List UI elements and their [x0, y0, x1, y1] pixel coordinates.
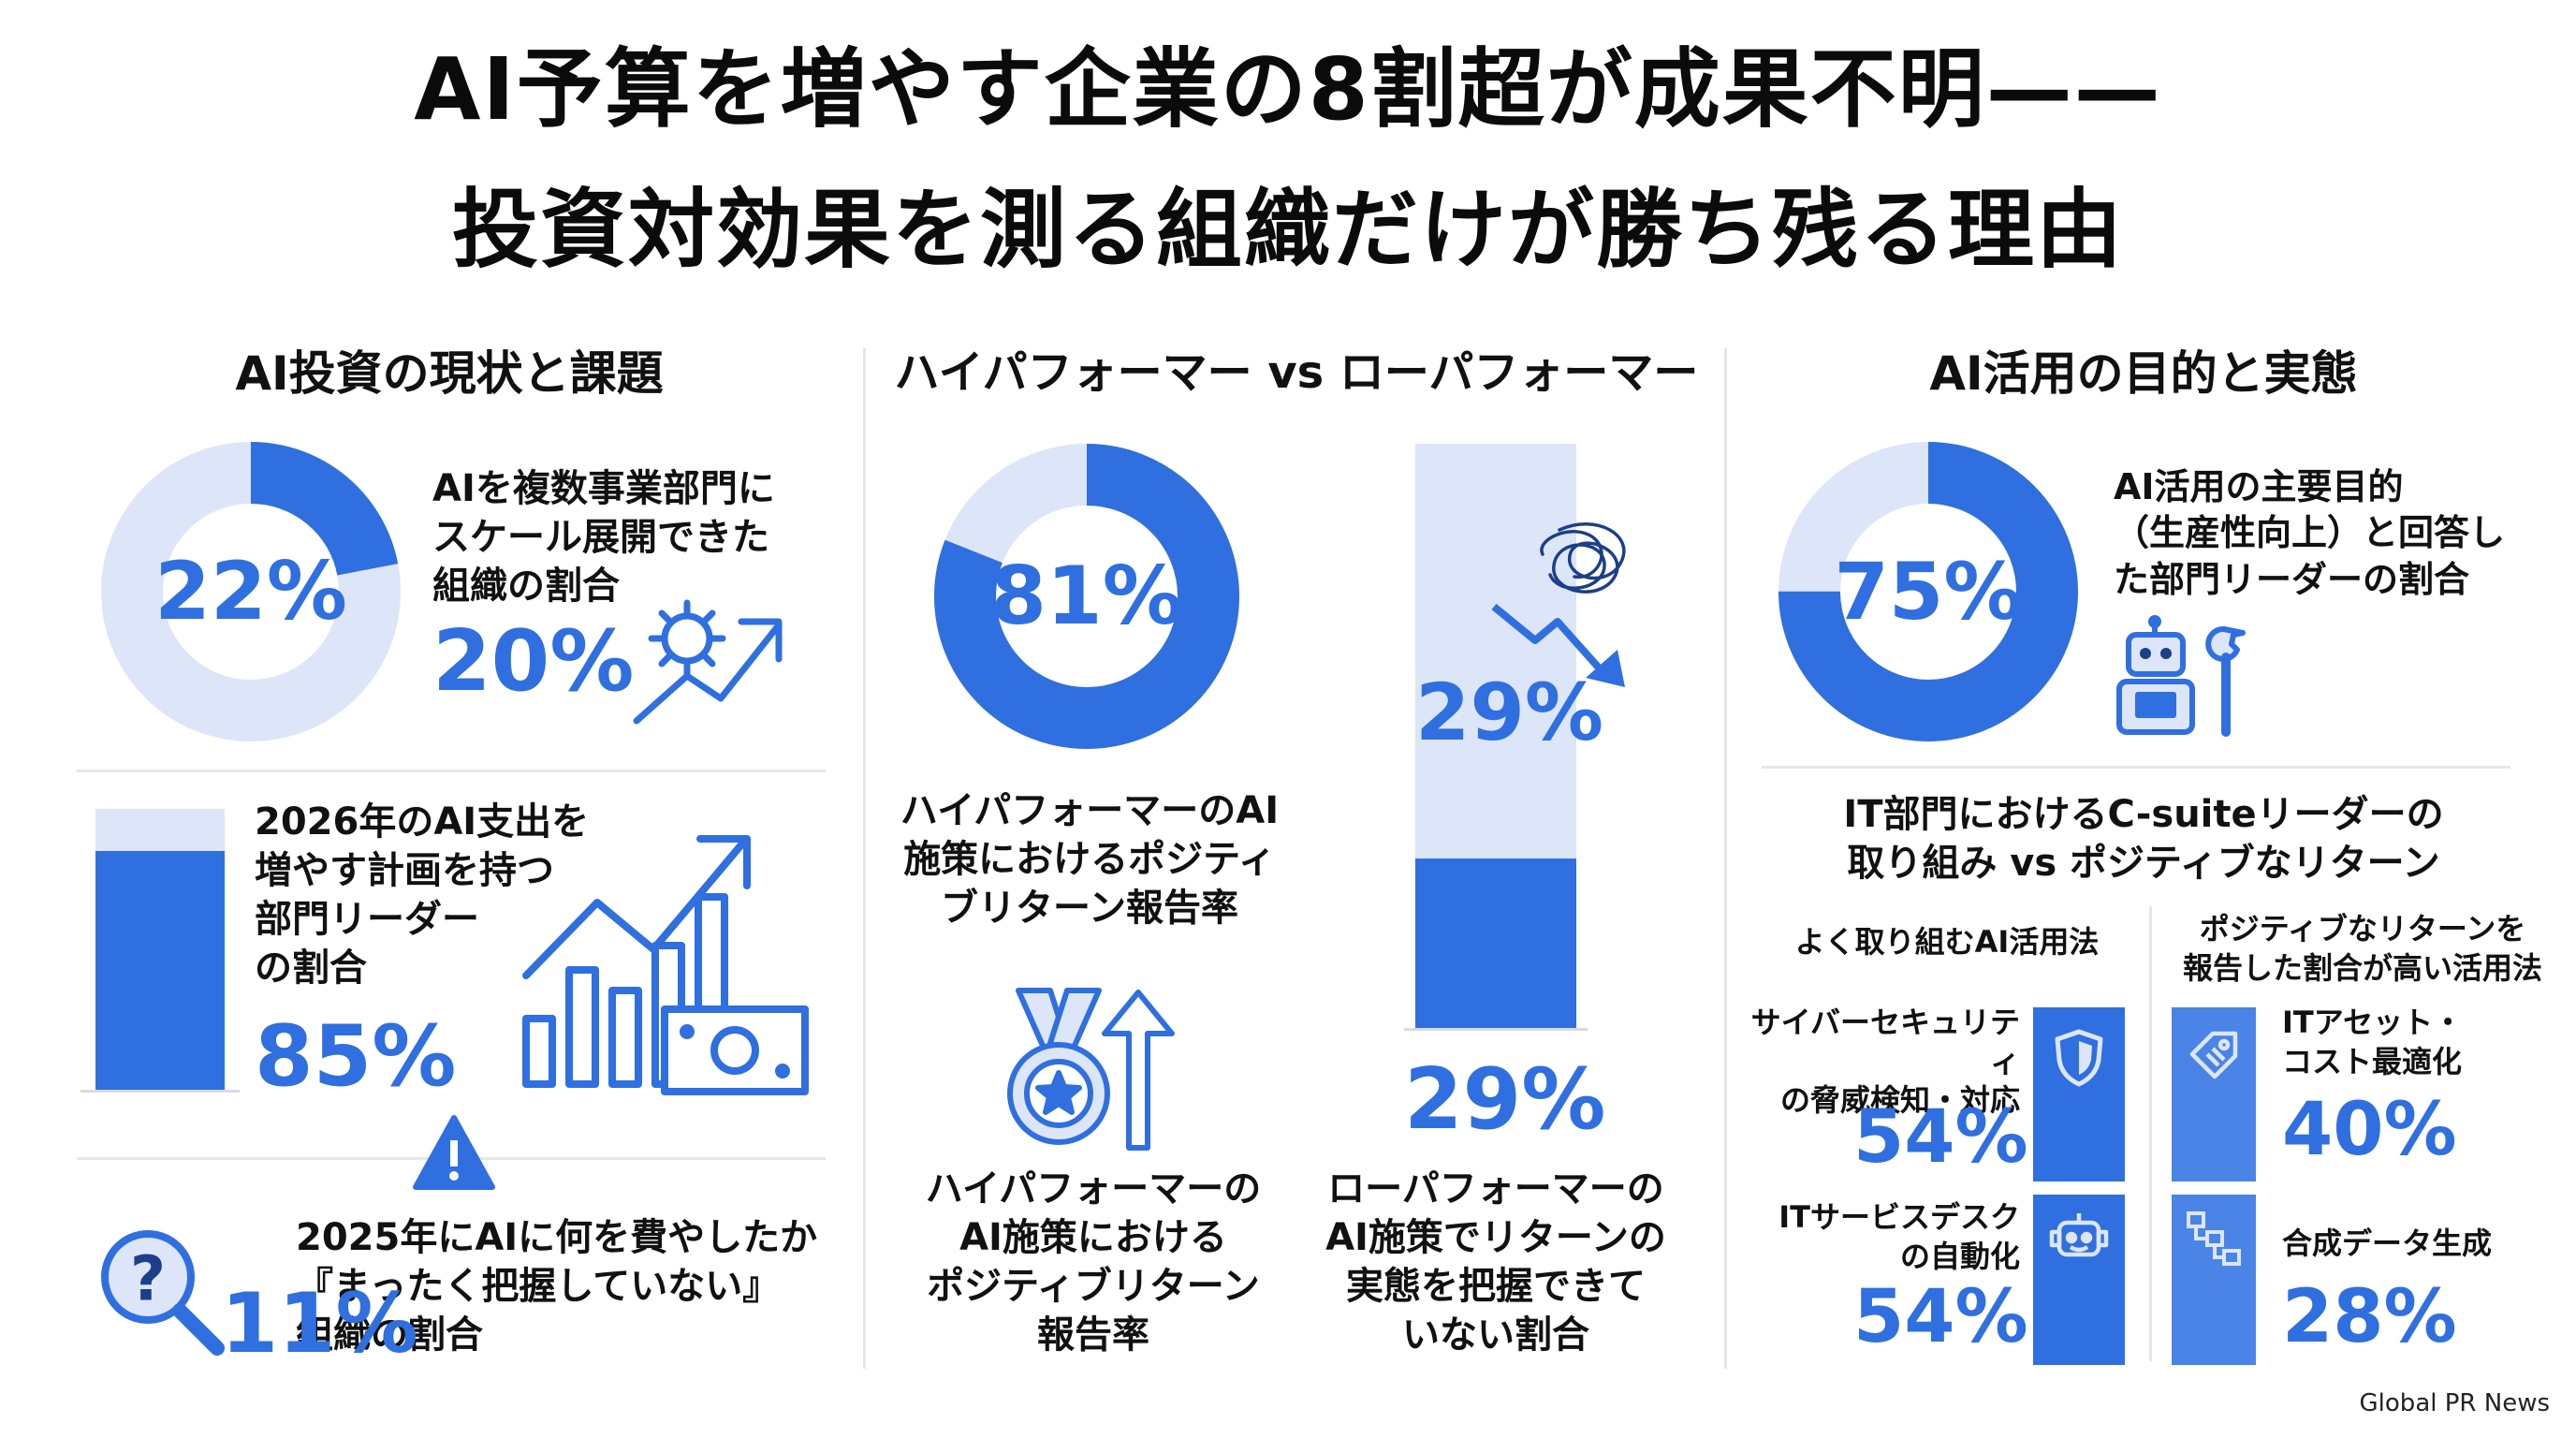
- purpose-text: AI活用の主要目的 （生産性向上）と回答し た部門リーダーの割合: [2114, 466, 2506, 600]
- column-divider-left: [863, 348, 866, 1369]
- col2-heading: ポジティブなリターンを 報告した割合が高い活用法: [2182, 911, 2542, 986]
- question-magnifier-icon: ?: [101, 1230, 225, 1356]
- unknown-value: 11%: [221, 1275, 418, 1372]
- item-desk-label: ITサービスデスク の自動化: [1778, 1199, 2020, 1274]
- low-bar-fill: [1415, 858, 1576, 1028]
- low-value: 29%: [1404, 1050, 1606, 1149]
- growth-chart-money-icon: [522, 835, 809, 1095]
- middle-heading: ハイパフォーマー vs ローパフォーマー: [894, 346, 1699, 399]
- donut-chart-high: 81%: [934, 444, 1239, 749]
- donut-arc-value: [101, 442, 401, 741]
- donut-label: 81%: [990, 550, 1183, 643]
- flow-icon: [2187, 1211, 2241, 1266]
- right-heading: AI活用の目的と実態: [1929, 346, 2358, 401]
- donut-arc-value: [934, 444, 1239, 749]
- left-heading: AI投資の現状と課題: [235, 346, 664, 401]
- svg-text:?: ?: [130, 1243, 166, 1315]
- robot-wrench-icon: [2116, 615, 2246, 737]
- item-cyber-value: 54%: [1853, 1095, 2028, 1180]
- robot-icon: [2049, 1213, 2109, 1257]
- donut-label: 75%: [1834, 546, 2022, 638]
- item-asset-tile: [2172, 1007, 2256, 1181]
- medal-icon: [1007, 988, 1175, 1151]
- high-donut-text: ハイパフォーマーのAI 施策におけるポジティ ブリターン報告率: [900, 789, 1280, 930]
- tangle-icon: [1491, 522, 1626, 687]
- low-text: ローパフォーマーの AI施策でリターンの 実態を把握できて いない割合: [1325, 1167, 1666, 1357]
- price-tag-icon: [2189, 1031, 2238, 1079]
- source-label: Global PR News: [2359, 1389, 2550, 1417]
- item-desk-value: 54%: [1853, 1275, 2028, 1359]
- item-cyber-label: サイバーセキュリティ の脅威検知・対応: [1750, 1005, 2020, 1119]
- donut-arc-value: [1778, 442, 2078, 741]
- page-title-line1: AI予算を増やす企業の8割超が成果不明——: [414, 39, 2162, 139]
- donut-label: 22%: [154, 545, 347, 638]
- scale-text: AIを複数事業部門に スケール展開できた 組織の割合: [432, 467, 775, 608]
- spend-bar-fill: [95, 851, 225, 1090]
- low-bar-top-label: 29%: [1415, 667, 1604, 758]
- scale-value: 20%: [432, 612, 635, 711]
- warning-icon: [413, 1115, 495, 1190]
- item-synth-label: 合成データ生成: [2282, 1225, 2493, 1261]
- donut-chart-scale: 22%: [101, 442, 401, 741]
- gear-arrow-icon: [633, 599, 783, 725]
- item-desk-tile: [2033, 1195, 2125, 1365]
- spend-bar-baseline: [80, 1090, 240, 1093]
- shield-icon: [2055, 1029, 2103, 1087]
- compare-heading: IT部門におけるC-suiteリーダーの 取り組み vs ポジティブなリターン: [1843, 793, 2444, 885]
- low-bar-baseline: [1404, 1028, 1588, 1031]
- item-synth-tile: [2172, 1195, 2256, 1365]
- low-bar-track: [1415, 444, 1576, 1028]
- item-asset-label: ITアセット・ コスト最適化: [2282, 1005, 2464, 1079]
- col1-heading: よく取り組むAI活用法: [1794, 924, 2100, 960]
- item-synth-value: 28%: [2282, 1275, 2457, 1359]
- left-divider-1: [77, 770, 826, 772]
- item-cyber-tile: [2033, 1007, 2125, 1181]
- spend-text: 2026年のAI支出を 増やす計画を持つ 部門リーダー の割合: [255, 800, 590, 990]
- spend-value: 85%: [255, 1007, 457, 1106]
- donut-chart-purpose: 75%: [1778, 442, 2078, 741]
- unknown-text: 2025年にAIに何を費やしたか 『まったく把握していない』 組織の割合: [296, 1216, 818, 1357]
- page-title-line2: 投資対効果を測る組織だけが勝ち残る理由: [451, 180, 2124, 280]
- compare-divider: [2149, 906, 2152, 1361]
- column-divider-right: [1724, 348, 1727, 1369]
- spend-bar-track: [95, 809, 225, 1090]
- right-divider: [1762, 766, 2510, 769]
- high-text: ハイパフォーマーの AI施策における ポジティブリターン 報告率: [925, 1167, 1262, 1357]
- item-asset-value: 40%: [2282, 1088, 2457, 1172]
